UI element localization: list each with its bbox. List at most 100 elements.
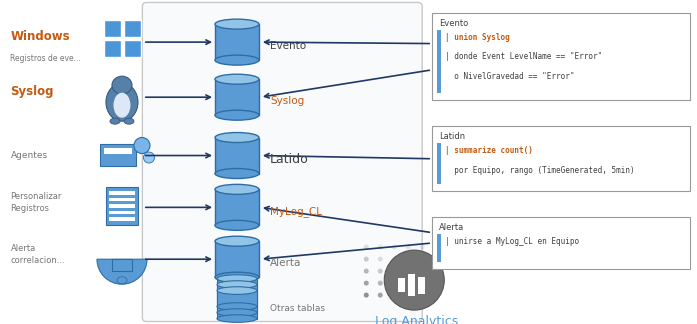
Bar — [124, 20, 141, 37]
Wedge shape — [97, 259, 147, 284]
Circle shape — [406, 281, 411, 286]
Circle shape — [364, 257, 369, 261]
Ellipse shape — [110, 118, 120, 124]
Text: Registros de eve...: Registros de eve... — [10, 54, 82, 63]
Circle shape — [420, 245, 424, 249]
Circle shape — [392, 281, 397, 286]
Polygon shape — [215, 79, 259, 115]
Text: Agentes: Agentes — [10, 151, 47, 160]
Bar — [104, 40, 121, 57]
Circle shape — [434, 245, 438, 249]
Bar — [106, 187, 138, 226]
Text: por Equipo, rango (TimeGenerated, 5min): por Equipo, rango (TimeGenerated, 5min) — [445, 166, 635, 175]
Circle shape — [406, 293, 411, 298]
Circle shape — [406, 245, 411, 249]
Text: Personalizar
Registros: Personalizar Registros — [10, 192, 62, 213]
Circle shape — [420, 281, 424, 286]
Circle shape — [420, 293, 424, 298]
Ellipse shape — [112, 76, 132, 94]
Circle shape — [378, 293, 383, 298]
Ellipse shape — [124, 118, 134, 124]
Circle shape — [420, 257, 424, 261]
Circle shape — [364, 245, 369, 249]
Ellipse shape — [215, 110, 259, 120]
Text: Latido: Latido — [270, 153, 309, 166]
Ellipse shape — [144, 152, 155, 163]
Ellipse shape — [134, 137, 150, 154]
Circle shape — [420, 269, 424, 274]
Ellipse shape — [215, 133, 259, 143]
Text: Evento: Evento — [270, 41, 306, 51]
Circle shape — [384, 250, 444, 310]
Polygon shape — [215, 189, 259, 226]
Ellipse shape — [215, 236, 259, 246]
Ellipse shape — [215, 74, 259, 84]
Circle shape — [378, 257, 383, 261]
Ellipse shape — [117, 277, 127, 284]
Ellipse shape — [215, 220, 259, 230]
Polygon shape — [217, 291, 257, 318]
Circle shape — [406, 269, 411, 274]
Text: MyLog_CL: MyLog_CL — [270, 206, 322, 217]
Ellipse shape — [215, 168, 259, 179]
Text: Evento: Evento — [439, 19, 468, 28]
Bar — [408, 274, 415, 296]
Polygon shape — [215, 241, 259, 277]
FancyBboxPatch shape — [432, 217, 690, 269]
Text: | donde Event LevelName == "Error": | donde Event LevelName == "Error" — [445, 52, 602, 62]
Bar — [124, 40, 141, 57]
Bar — [100, 144, 136, 166]
Text: Alerta
correlacion...: Alerta correlacion... — [10, 244, 65, 265]
Bar — [437, 143, 441, 184]
Bar — [112, 259, 132, 271]
Circle shape — [392, 269, 397, 274]
Circle shape — [392, 257, 397, 261]
Ellipse shape — [215, 272, 259, 282]
FancyBboxPatch shape — [432, 126, 690, 191]
Ellipse shape — [215, 19, 259, 29]
Bar — [398, 278, 405, 292]
Circle shape — [364, 293, 369, 298]
FancyBboxPatch shape — [432, 13, 690, 100]
Circle shape — [406, 257, 411, 261]
Circle shape — [364, 269, 369, 274]
Text: Log Analytics: Log Analytics — [374, 315, 458, 324]
Text: Alerta: Alerta — [270, 258, 301, 268]
Ellipse shape — [106, 83, 138, 121]
Text: Windows: Windows — [10, 30, 70, 43]
Bar — [109, 217, 135, 221]
Bar — [418, 277, 425, 294]
Ellipse shape — [114, 93, 130, 118]
Text: Syslog: Syslog — [270, 96, 304, 106]
Polygon shape — [217, 284, 257, 313]
FancyBboxPatch shape — [142, 3, 422, 321]
Text: | summarize count(): | summarize count() — [445, 146, 533, 156]
Bar — [109, 191, 135, 195]
Circle shape — [434, 257, 438, 261]
Text: o NivelGravedad == "Error": o NivelGravedad == "Error" — [445, 72, 574, 81]
Polygon shape — [215, 137, 259, 174]
Bar — [109, 211, 135, 214]
Ellipse shape — [217, 303, 257, 310]
Bar — [104, 20, 121, 37]
Ellipse shape — [217, 309, 257, 316]
Circle shape — [392, 245, 397, 249]
Ellipse shape — [217, 287, 257, 295]
Ellipse shape — [215, 184, 259, 194]
Bar — [109, 198, 135, 201]
Ellipse shape — [217, 275, 257, 282]
Polygon shape — [217, 279, 257, 307]
Ellipse shape — [217, 315, 257, 322]
Text: Otras tablas: Otras tablas — [270, 304, 325, 313]
Text: Latidn: Latidn — [439, 133, 466, 141]
Circle shape — [364, 281, 369, 286]
Polygon shape — [215, 24, 259, 60]
Text: | unirse a MyLog_CL en Equipo: | unirse a MyLog_CL en Equipo — [445, 237, 579, 246]
Text: | union Syslog: | union Syslog — [445, 33, 510, 42]
Bar — [109, 204, 135, 208]
Ellipse shape — [215, 55, 259, 65]
Bar — [104, 147, 132, 154]
Ellipse shape — [217, 281, 257, 288]
Circle shape — [392, 293, 397, 298]
Text: Alerta: Alerta — [439, 223, 464, 232]
